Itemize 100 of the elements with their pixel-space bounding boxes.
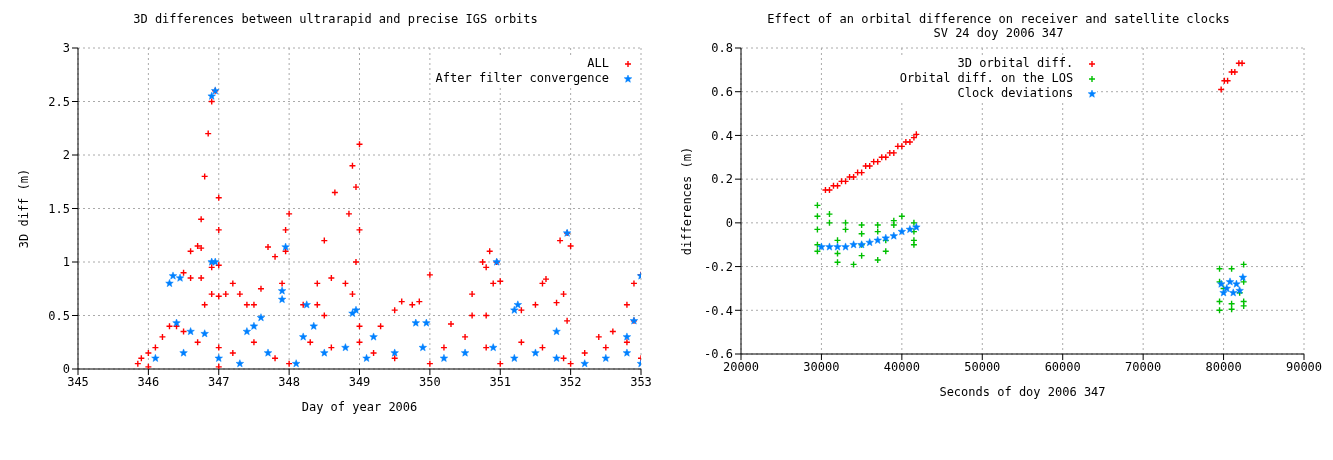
point [865, 162, 874, 170]
y-tick-label: 1 [62, 255, 70, 270]
x-tick-label: 351 [489, 374, 512, 389]
x-tick-label: 40000 [883, 359, 920, 374]
point [890, 149, 898, 157]
point [510, 354, 519, 362]
point [825, 219, 834, 227]
point [898, 142, 906, 151]
point [165, 279, 174, 287]
y-tick-label: -0.2 [704, 259, 733, 274]
y-tick-label: 0.6 [711, 84, 733, 99]
point [825, 186, 834, 194]
x-tick-label: 50000 [964, 359, 1001, 374]
x-axis-title: Seconds of doy 2006 347 [939, 385, 1106, 399]
point [175, 273, 185, 282]
point [278, 286, 287, 295]
legend-label: Clock deviations [957, 86, 1074, 101]
point [833, 242, 842, 251]
point [906, 138, 914, 146]
point [207, 257, 216, 266]
point [601, 354, 610, 362]
point [841, 219, 850, 227]
point [531, 348, 540, 357]
point [186, 327, 195, 336]
point [200, 329, 209, 338]
point [302, 300, 311, 309]
x-tick-label: 70000 [1125, 359, 1162, 374]
point [898, 212, 906, 220]
point [902, 138, 910, 146]
y-tick-label: 0.4 [711, 128, 733, 143]
x-tick-label: 346 [137, 374, 160, 389]
x-tick-label: 30000 [803, 359, 840, 374]
point [168, 271, 178, 280]
point [874, 256, 882, 264]
point [841, 242, 850, 251]
legend-label: After filter convergence [435, 71, 609, 86]
y-tick-label: -0.4 [704, 303, 733, 318]
y-tick-label: 3 [62, 41, 70, 56]
x-axis-title: Day of year 2006 [301, 400, 418, 414]
point [179, 348, 188, 357]
point [873, 236, 882, 244]
point [411, 318, 420, 327]
x-tick-label: 353 [630, 374, 652, 389]
y-axis-title: 3D diff (m) [17, 168, 32, 249]
y-tick-label: 2 [62, 148, 70, 163]
point [151, 354, 160, 362]
x-tick-label: 60000 [1044, 359, 1081, 374]
y-tick-label: -0.6 [704, 347, 733, 362]
point [489, 343, 498, 352]
point [309, 321, 318, 330]
y-tick-label: 0.5 [48, 308, 70, 323]
point [874, 221, 882, 229]
point [348, 309, 357, 317]
point [849, 240, 858, 249]
point [817, 242, 826, 251]
x-tick-label: 347 [207, 374, 230, 389]
x-tick-label: 90000 [1285, 359, 1323, 374]
point [622, 348, 631, 357]
point [905, 225, 914, 233]
point [362, 354, 371, 362]
y-tick-label: 2.5 [48, 94, 70, 109]
point [912, 222, 921, 231]
point [825, 210, 834, 218]
point [235, 359, 244, 368]
chart-title: Effect of an orbital difference on receiver and satellite clocks [766, 12, 1231, 26]
point [580, 359, 589, 368]
point [439, 354, 448, 362]
point [242, 327, 251, 336]
point [1217, 85, 1225, 94]
point [278, 295, 287, 303]
chart-subtitle: SV 24 doy 2006 347 [932, 26, 1065, 40]
point [292, 359, 301, 368]
point [369, 332, 378, 341]
point [172, 318, 181, 327]
legend-label: ALL [587, 56, 609, 71]
y-tick-label: 0 [62, 362, 70, 377]
point [1227, 305, 1236, 313]
point [207, 91, 216, 100]
x-tick-label: 20000 [722, 359, 760, 374]
x-tick-label: 345 [67, 374, 89, 389]
y-tick-label: 0.2 [711, 172, 733, 187]
point [256, 313, 266, 322]
point [1238, 273, 1247, 281]
point [510, 305, 519, 314]
legend-label: 3D orbital diff. [957, 56, 1074, 71]
x-tick-label: 352 [559, 374, 582, 389]
point [390, 348, 399, 357]
x-tick-label: 80000 [1205, 359, 1242, 374]
point [865, 238, 874, 247]
point [1229, 288, 1238, 297]
point [1225, 277, 1235, 286]
point [552, 354, 561, 362]
point [461, 348, 470, 357]
point [214, 354, 223, 362]
y-tick-label: 1.5 [48, 201, 70, 216]
point [422, 318, 431, 327]
point [281, 242, 290, 251]
point [825, 242, 834, 251]
point [320, 348, 329, 357]
point [341, 343, 350, 352]
